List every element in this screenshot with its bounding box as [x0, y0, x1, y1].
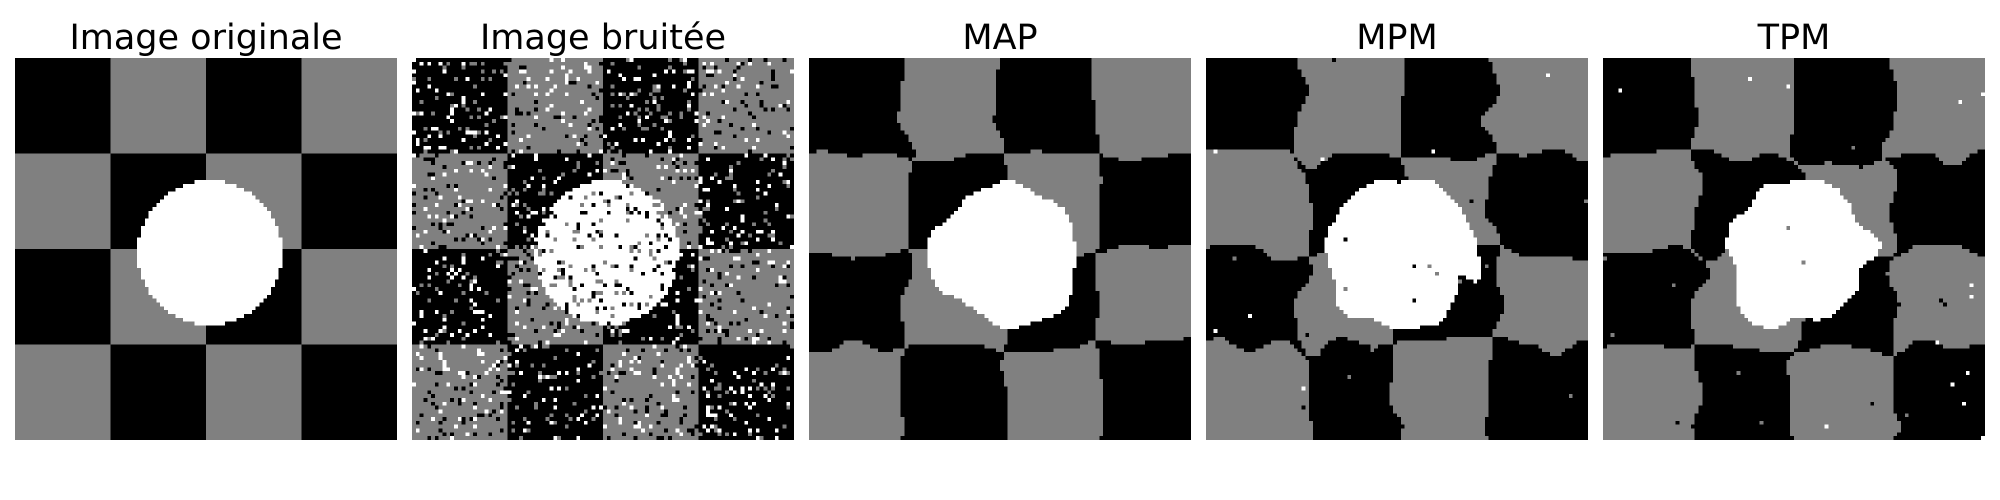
panel-title-noisy: Image bruitée [479, 18, 727, 58]
panel-original: Image originale [15, 0, 397, 500]
panel-mpm: MPM [1206, 0, 1588, 500]
tpm-image [1603, 58, 1985, 440]
panel-map: MAP [809, 0, 1191, 500]
panel-tpm: TPM [1603, 0, 1985, 500]
panel-title-tpm: TPM [1757, 18, 1831, 58]
noisy-image [412, 58, 794, 440]
panel-title-original: Image originale [69, 18, 343, 58]
map-image [809, 58, 1191, 440]
panel-title-mpm: MPM [1356, 18, 1438, 58]
original-image [15, 58, 397, 440]
panel-noisy: Image bruitée [412, 0, 794, 500]
mpm-image [1206, 58, 1588, 440]
panel-title-map: MAP [962, 18, 1038, 58]
